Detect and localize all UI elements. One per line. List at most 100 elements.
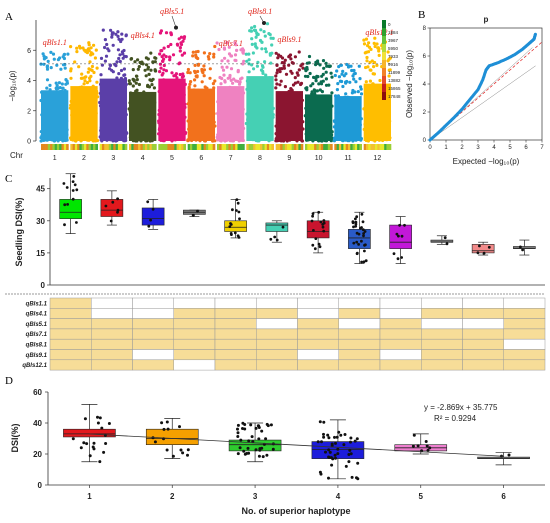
qtl-peak-marker xyxy=(262,21,266,26)
manhattan-point xyxy=(250,26,254,30)
box xyxy=(63,428,116,438)
snp-density-cell xyxy=(178,144,182,150)
manhattan-point xyxy=(220,59,224,63)
manhattan-point xyxy=(136,58,140,62)
snp-density-cell xyxy=(352,144,356,150)
manhattan-point xyxy=(115,60,119,64)
manhattan-point xyxy=(310,90,314,94)
snp-density-cell xyxy=(359,144,362,150)
table-cell xyxy=(91,328,133,340)
manhattan-point xyxy=(270,43,274,47)
data-point xyxy=(66,203,69,206)
table-cell xyxy=(214,308,257,319)
manhattan-point xyxy=(362,38,366,42)
manhattan-point xyxy=(367,41,371,45)
manhattan-point xyxy=(301,66,305,70)
manhattan-point xyxy=(350,91,354,95)
manhattan-point xyxy=(212,55,216,59)
manhattan-point xyxy=(372,41,376,46)
manhattan-point xyxy=(52,57,56,61)
snp-density-cell xyxy=(338,144,342,150)
table-cell xyxy=(379,359,422,371)
manhattan-point xyxy=(92,43,96,47)
manhattan-point xyxy=(78,46,82,50)
snp-density-cell xyxy=(325,144,329,150)
d-x-tick-label: 1 xyxy=(87,492,92,501)
manhattan-point xyxy=(202,51,206,55)
data-point xyxy=(359,227,362,230)
manhattan-chr-block xyxy=(246,76,274,141)
manhattan-point xyxy=(208,52,212,56)
table-cell xyxy=(256,349,298,361)
data-point xyxy=(233,231,237,235)
qq-plot: p Expected −log₁₀(p) Observed −log₁₀(p) … xyxy=(405,15,544,166)
data-point xyxy=(75,188,79,192)
qq-x-tick-label: 4 xyxy=(492,145,496,151)
snp-density-cell xyxy=(41,144,44,150)
data-point xyxy=(238,217,241,221)
table-row-label: qBls8.1 xyxy=(26,343,48,349)
snp-density-cell xyxy=(158,144,161,150)
c-y-label: Seedling DSI(%) xyxy=(14,197,24,266)
snp-density-cell xyxy=(336,144,340,150)
manhattan-point xyxy=(225,65,229,69)
qq-y-label: Observed −log₁₀(p) xyxy=(405,50,414,118)
manhattan-point xyxy=(171,53,176,57)
manhattan-point xyxy=(153,60,157,64)
table-cell xyxy=(49,359,92,371)
manhattan-point xyxy=(344,81,348,85)
data-point xyxy=(116,210,119,214)
data-point xyxy=(160,421,164,425)
snp-density-cell xyxy=(264,144,268,150)
manhattan-point xyxy=(304,86,308,90)
data-point xyxy=(318,420,322,424)
manhattan-point xyxy=(324,77,328,81)
manhattan-point xyxy=(386,59,390,63)
data-point xyxy=(316,440,320,444)
manhattan-point xyxy=(222,46,226,50)
data-point xyxy=(336,447,340,451)
manhattan-point xyxy=(124,55,128,59)
manhattan-point xyxy=(178,46,182,50)
data-point xyxy=(149,218,153,222)
manhattan-point xyxy=(373,60,377,65)
manhattan-point xyxy=(253,42,257,46)
c-y-tick-label: 30 xyxy=(36,217,45,226)
manhattan-point xyxy=(162,68,166,72)
qq-ci-lower xyxy=(429,65,536,141)
manhattan-point xyxy=(297,50,301,54)
data-point xyxy=(107,422,111,425)
manhattan-chr-block xyxy=(363,83,391,141)
table-cell xyxy=(132,359,174,371)
manhattan-point xyxy=(378,78,382,83)
snp-density-cell xyxy=(129,144,132,150)
manhattan-point xyxy=(274,78,278,82)
manhattan-point xyxy=(212,52,216,56)
snp-density-cell xyxy=(372,144,376,150)
box xyxy=(224,220,247,232)
manhattan-point xyxy=(274,51,278,55)
manhattan-point xyxy=(137,65,141,69)
snp-density-cell xyxy=(226,144,229,150)
data-point xyxy=(519,245,522,249)
snp-density-cell xyxy=(334,144,337,150)
c-y-tick-label: 0 xyxy=(41,281,46,290)
data-point xyxy=(178,425,181,429)
manhattan-point xyxy=(342,74,346,78)
data-point xyxy=(75,221,78,224)
chromosome-label: 1 xyxy=(53,155,57,162)
snp-density-cell xyxy=(160,144,164,150)
data-point xyxy=(333,453,337,457)
manhattan-point xyxy=(42,54,46,58)
data-point xyxy=(357,243,360,246)
table-cell xyxy=(49,349,92,361)
data-point xyxy=(317,242,321,246)
manhattan-point xyxy=(233,53,238,57)
manhattan-point xyxy=(218,75,222,80)
manhattan-point xyxy=(279,79,283,83)
snp-density-cell xyxy=(56,144,60,150)
manhattan-point xyxy=(42,57,47,61)
manhattan-point xyxy=(262,30,266,34)
data-point xyxy=(83,417,87,421)
snp-density-cell xyxy=(296,144,299,150)
